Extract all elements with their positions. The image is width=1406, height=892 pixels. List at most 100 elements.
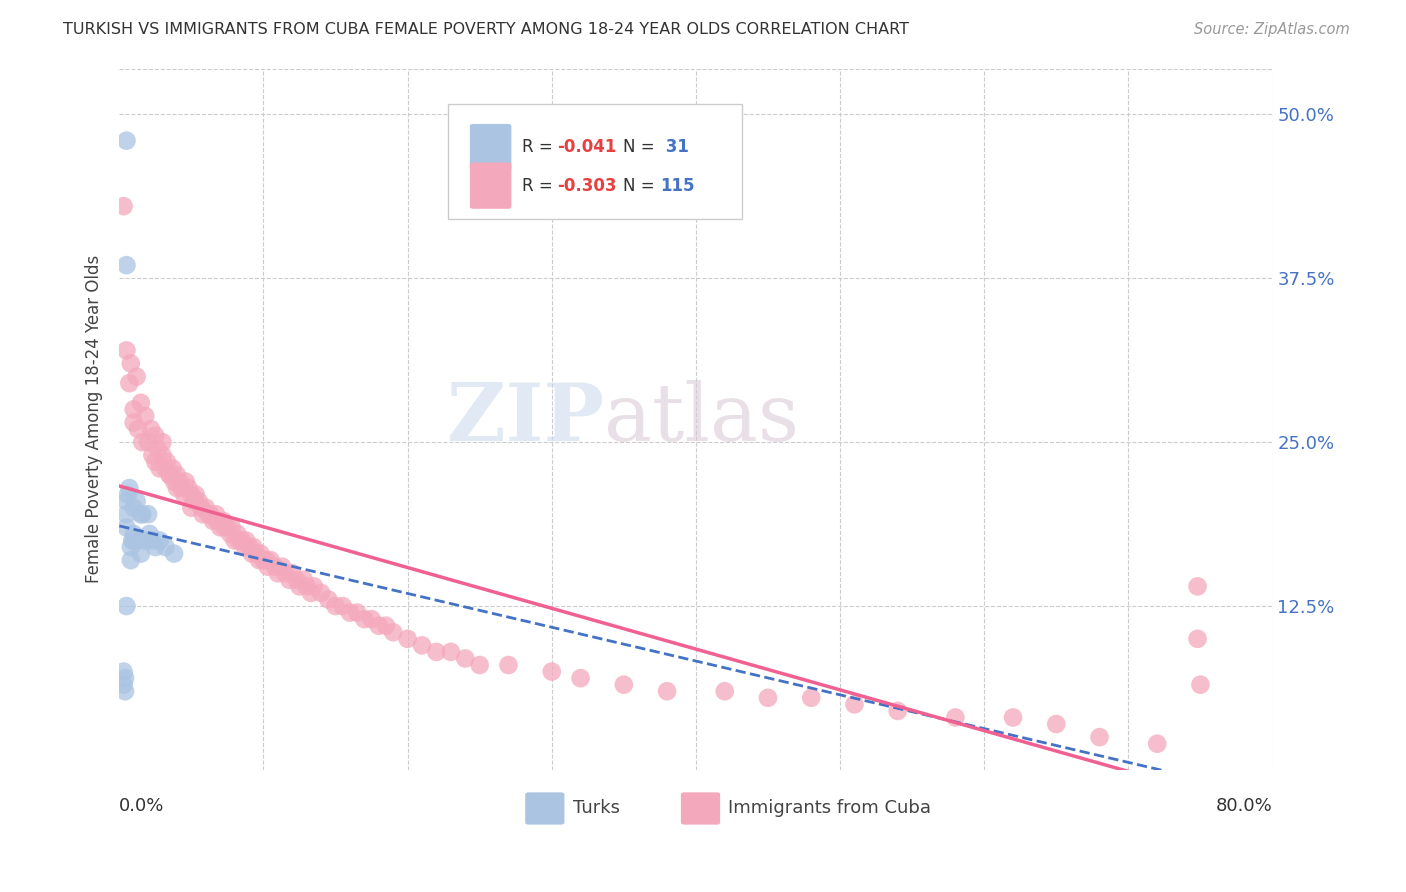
Point (346, 606, 368, 620)
Point (155, 461, 177, 475)
Point (295, 579, 318, 593)
Text: Source: ZipAtlas.com: Source: ZipAtlas.com (1194, 22, 1350, 37)
Point (292, 573, 315, 587)
Text: TURKISH VS IMMIGRANTS FROM CUBA FEMALE POVERTY AMONG 18-24 YEAR OLDS CORRELATION: TURKISH VS IMMIGRANTS FROM CUBA FEMALE P… (63, 22, 910, 37)
Point (141, 533, 163, 548)
Point (217, 520, 239, 534)
Point (112, 199, 135, 213)
Point (209, 520, 232, 534)
Point (569, 671, 592, 685)
Point (115, 599, 138, 613)
Point (205, 508, 228, 522)
Point (143, 428, 166, 442)
Y-axis label: Female Poverty Among 18-24 Year Olds: Female Poverty Among 18-24 Year Olds (86, 255, 103, 583)
Point (152, 448, 174, 462)
Point (163, 475, 186, 489)
Point (173, 487, 195, 501)
FancyBboxPatch shape (470, 124, 512, 170)
Point (120, 357, 142, 371)
Point (271, 559, 294, 574)
Point (249, 547, 271, 561)
Point (454, 651, 477, 665)
Point (221, 520, 243, 534)
Point (233, 540, 256, 554)
Point (180, 487, 202, 501)
Point (245, 547, 267, 561)
Point (713, 684, 735, 698)
Point (115, 343, 138, 358)
Point (316, 592, 339, 607)
Point (169, 475, 191, 489)
Point (264, 559, 287, 574)
Point (122, 402, 145, 417)
Point (425, 645, 447, 659)
Point (540, 665, 562, 679)
Point (325, 599, 347, 613)
Point (267, 566, 290, 581)
Point (136, 508, 159, 522)
Point (411, 638, 433, 652)
Point (187, 494, 209, 508)
Point (122, 533, 145, 548)
Point (214, 520, 236, 534)
Point (332, 599, 354, 613)
Text: N =: N = (623, 138, 661, 156)
Point (228, 533, 250, 548)
Text: Immigrants from Cuba: Immigrants from Cuba (728, 799, 931, 817)
Point (125, 494, 148, 508)
Point (302, 579, 325, 593)
Point (139, 422, 162, 436)
Point (125, 369, 148, 384)
Point (382, 625, 405, 640)
Point (219, 527, 242, 541)
Point (285, 573, 308, 587)
Point (1187, 579, 1209, 593)
Point (498, 658, 520, 673)
Point (756, 690, 779, 705)
Point (201, 514, 224, 528)
Point (299, 586, 322, 600)
Point (191, 508, 214, 522)
Point (118, 376, 141, 391)
Point (122, 500, 145, 515)
Point (1002, 710, 1025, 724)
Point (281, 566, 304, 581)
Point (115, 494, 138, 508)
Point (190, 500, 212, 515)
Text: R =: R = (522, 177, 558, 194)
FancyBboxPatch shape (470, 162, 512, 209)
Text: 0.0%: 0.0% (120, 797, 165, 814)
Point (339, 606, 361, 620)
Point (149, 533, 172, 548)
Point (1088, 730, 1111, 744)
Point (156, 455, 179, 469)
Point (131, 435, 153, 450)
Point (136, 435, 159, 450)
Point (274, 566, 297, 581)
Point (129, 508, 152, 522)
Point (115, 508, 138, 522)
Point (309, 586, 332, 600)
Point (212, 514, 235, 528)
Point (127, 422, 149, 436)
Point (159, 467, 181, 482)
Point (115, 520, 138, 534)
Point (197, 508, 219, 522)
Point (122, 416, 145, 430)
FancyBboxPatch shape (449, 103, 742, 219)
Point (288, 579, 311, 593)
Point (127, 533, 149, 548)
Point (180, 500, 202, 515)
Point (207, 514, 229, 528)
Point (247, 553, 270, 567)
Text: 115: 115 (661, 177, 695, 194)
Text: 31: 31 (661, 138, 689, 156)
Point (117, 487, 139, 501)
Point (375, 618, 398, 632)
Point (120, 540, 142, 554)
Point (155, 540, 177, 554)
Point (194, 500, 217, 515)
Text: -0.041: -0.041 (558, 138, 617, 156)
Point (655, 684, 678, 698)
Point (143, 455, 166, 469)
